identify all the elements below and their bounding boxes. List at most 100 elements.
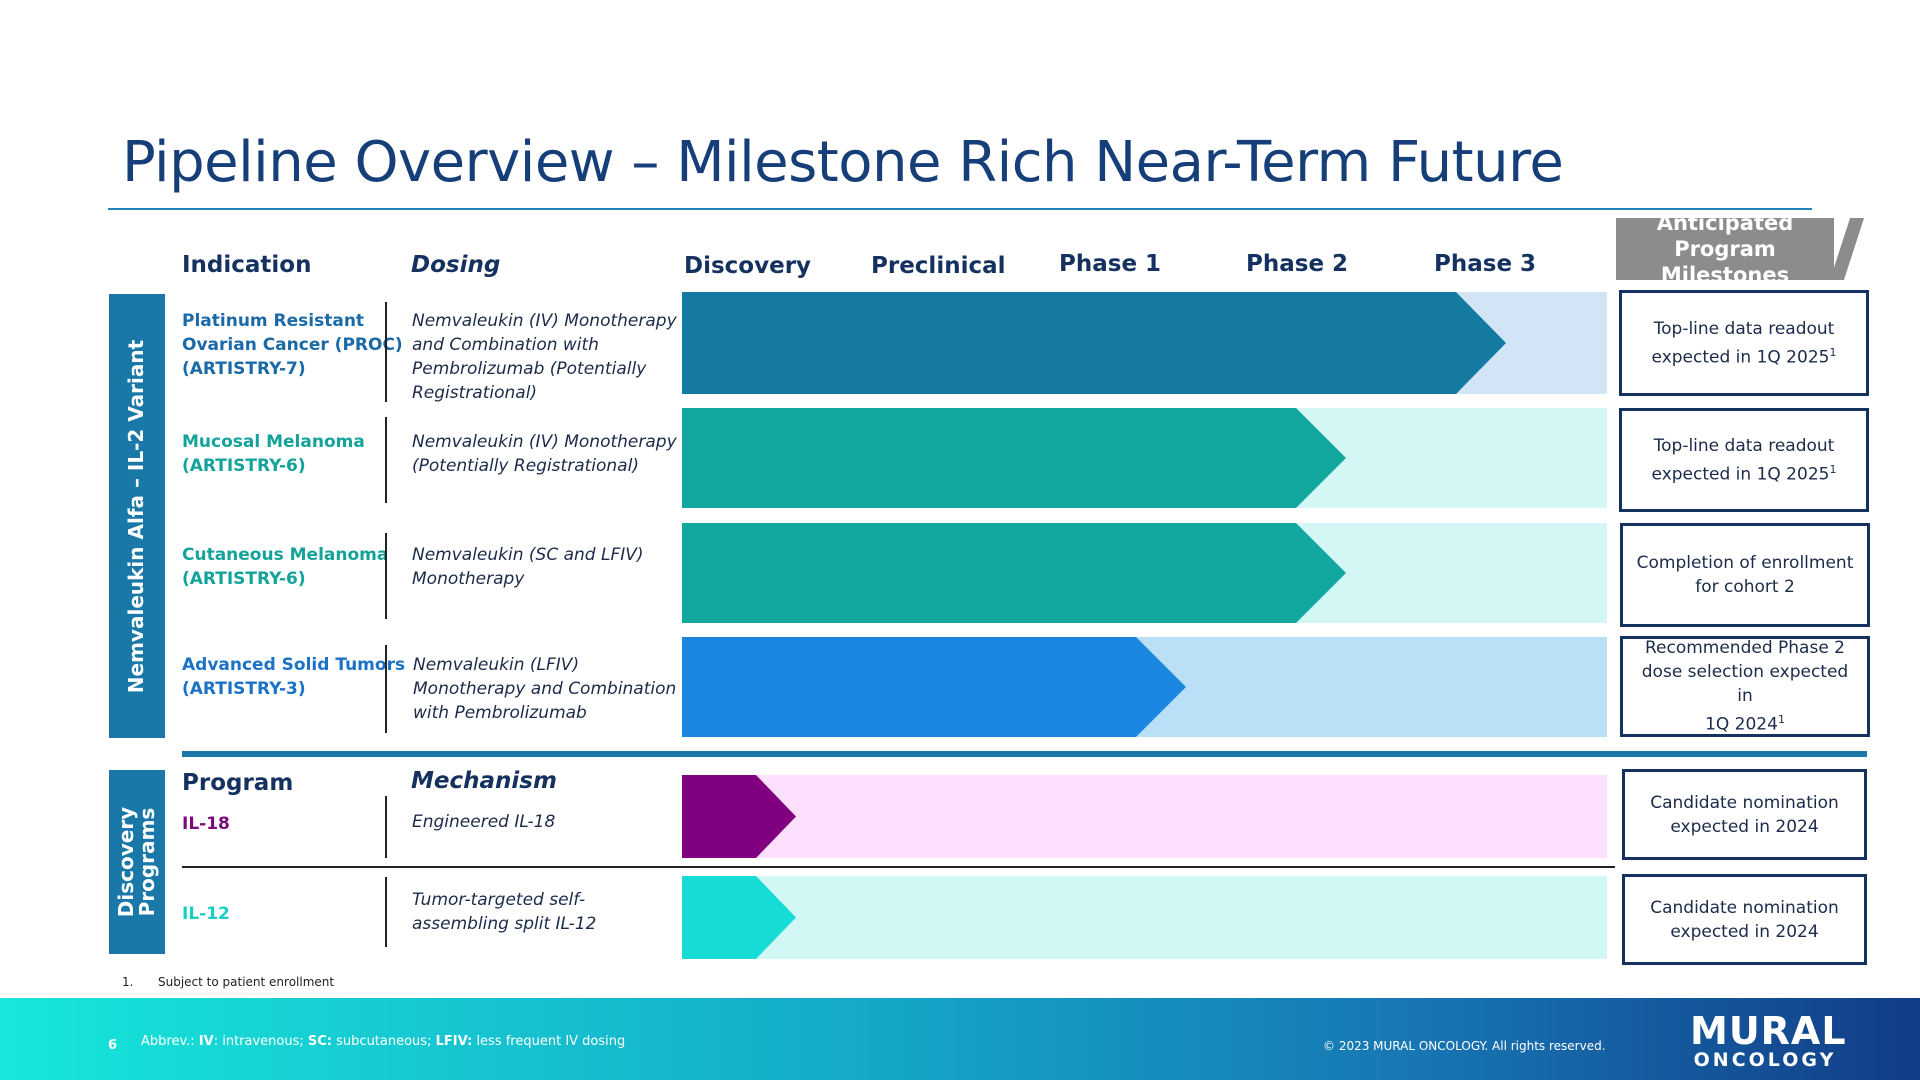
dosing-line: Nemvaleukin (SC and LFIV): [412, 545, 644, 565]
indication-line: Platinum Resistant: [182, 311, 365, 331]
mechanism-line: Tumor-targeted self-: [412, 890, 586, 910]
abbreviations: Abbrev.: IV: intravenous; SC: subcutaneo…: [141, 1034, 625, 1049]
row-4-progress-arrow: [682, 637, 1186, 737]
dosing-mucosal: Nemvaleukin (IV) Monotherapy (Potentiall…: [412, 430, 677, 478]
indication-line: Ovarian Cancer (PROC): [182, 335, 403, 355]
logo-line1: MURAL: [1690, 1009, 1847, 1053]
phase-header-phase2: Phase 2: [1246, 251, 1349, 277]
milestone-line: expected in 1Q 2025: [1651, 347, 1830, 368]
row-divider-line: [385, 533, 387, 619]
phase-header-preclinical: Preclinical: [871, 253, 1006, 279]
footer-band: [0, 998, 1920, 1080]
page-title: Pipeline Overview – Milestone Rich Near-…: [122, 130, 1564, 195]
abbrev-sc-def: subcutaneous;: [336, 1034, 432, 1049]
footnote-marker: 1: [1829, 462, 1837, 476]
mechanism-header: Mechanism: [411, 768, 557, 794]
program-il18: IL-18: [182, 814, 230, 834]
dosing-line: Nemvaleukin (LFIV): [413, 655, 580, 675]
row-divider-line: [385, 417, 387, 503]
indication-proc: Platinum Resistant Ovarian Cancer (PROC)…: [182, 309, 403, 381]
dosing-advanced: Nemvaleukin (LFIV) Monotherapy and Combi…: [413, 653, 676, 725]
indication-line: (ARTISTRY-7): [182, 359, 306, 379]
row-3-progress-arrow: [682, 523, 1346, 623]
abbrev-iv-term: IV: [198, 1034, 214, 1049]
dosing-line: Monotherapy: [412, 569, 525, 589]
dosing-line: (Potentially Registrational): [412, 456, 639, 476]
program-divider: [182, 866, 1615, 868]
abbrev-sc-term: SC:: [307, 1034, 333, 1049]
milestone-line: expected in 2024: [1670, 816, 1819, 837]
abbrev-iv-def: : intravenous;: [213, 1034, 304, 1049]
milestone-box-il12: Candidate nomination expected in 2024: [1622, 874, 1867, 965]
program-2-progress-arrow: [682, 876, 796, 959]
row-2-progress-arrow: [682, 408, 1346, 508]
indication-line: (ARTISTRY-3): [182, 679, 306, 699]
indication-advanced: Advanced Solid Tumors (ARTISTRY-3): [182, 653, 405, 701]
milestone-box-proc: Top-line data readout expected in 1Q 2025…: [1619, 290, 1869, 396]
discovery-side-label: Discovery Programs: [109, 770, 165, 954]
program-1-progress-arrow: [682, 775, 796, 858]
footnote-number: 1.: [122, 975, 134, 989]
milestone-line: expected in 1Q 2025: [1651, 464, 1830, 485]
program-header: Program: [182, 770, 294, 796]
row-divider-line: [385, 302, 387, 402]
section-divider-thick: [182, 751, 1867, 757]
milestone-box-cutaneous: Completion of enrollment for cohort 2: [1620, 523, 1870, 627]
milestone-line: Candidate nomination: [1650, 897, 1839, 918]
dosing-line: Registrational): [412, 383, 538, 403]
abbrev-lfiv-def: less frequent IV dosing: [476, 1034, 626, 1049]
row-divider-line: [385, 645, 387, 733]
mechanism-il18: Engineered IL-18: [412, 810, 555, 834]
footnote-marker: 1: [1829, 345, 1837, 359]
row-1-progress-arrow: [682, 292, 1506, 394]
program-il12: IL-12: [182, 904, 230, 924]
milestone-line: dose selection expected in: [1641, 662, 1849, 707]
abbrev-lfiv-term: LFIV:: [435, 1034, 473, 1049]
milestones-header-line2: Milestones: [1660, 263, 1790, 288]
title-divider: [108, 208, 1812, 210]
milestone-line: Recommended Phase 2: [1644, 638, 1846, 659]
dosing-cutaneous: Nemvaleukin (SC and LFIV) Monotherapy: [412, 543, 644, 591]
milestone-line: Top-line data readout: [1653, 318, 1835, 339]
nemvaleukin-side-label: Nemvaleukin Alfa – IL-2 Variant: [109, 294, 165, 738]
mural-oncology-logo: MURAL ONCOLOGY: [1690, 1009, 1847, 1070]
milestone-line: expected in 2024: [1670, 921, 1819, 942]
indication-mucosal: Mucosal Melanoma (ARTISTRY-6): [182, 430, 365, 478]
program-1-track: [682, 775, 1607, 858]
phase-header-phase3: Phase 3: [1434, 251, 1537, 277]
phase-header-phase1: Phase 1: [1059, 251, 1162, 277]
indication-line: Cutaneous Melanoma: [182, 545, 389, 565]
dosing-proc: Nemvaleukin (IV) Monotherapy and Combina…: [412, 309, 677, 405]
footnote-marker: 1: [1777, 713, 1785, 727]
dosing-line: with Pembrolizumab: [413, 703, 587, 723]
milestone-box-advanced: Recommended Phase 2 dose selection expect…: [1620, 636, 1870, 737]
dosing-line: Monotherapy and Combination: [413, 679, 677, 699]
mechanism-line: Engineered IL-18: [412, 812, 556, 832]
milestone-line: for cohort 2: [1695, 577, 1795, 597]
phase-header-discovery: Discovery: [684, 253, 812, 279]
indication-line: (ARTISTRY-6): [182, 569, 306, 589]
dosing-line: Nemvaleukin (IV) Monotherapy: [412, 432, 677, 452]
indication-header: Indication: [182, 252, 312, 278]
indication-line: Advanced Solid Tumors: [182, 655, 406, 675]
milestone-line: Completion of enrollment: [1636, 553, 1854, 573]
mechanism-il12: Tumor-targeted self- assembling split IL…: [412, 888, 596, 936]
row-divider-line: [385, 877, 387, 947]
indication-cutaneous: Cutaneous Melanoma (ARTISTRY-6): [182, 543, 388, 591]
row-divider-line: [385, 796, 387, 858]
milestone-box-il18: Candidate nomination expected in 2024: [1622, 769, 1867, 860]
milestone-line: Top-line data readout: [1653, 435, 1835, 456]
milestone-box-mucosal: Top-line data readout expected in 1Q 2025…: [1619, 408, 1869, 512]
indication-line: (ARTISTRY-6): [182, 456, 306, 476]
dosing-line: and Combination with: [412, 335, 599, 355]
dosing-line: Pembrolizumab (Potentially: [412, 359, 647, 379]
program-2-track: [682, 876, 1607, 959]
footnote-text: Subject to patient enrollment: [158, 975, 335, 989]
page-number: 6: [108, 1038, 118, 1053]
milestone-line: 1Q 2024: [1705, 714, 1778, 735]
mechanism-line: assembling split IL-12: [412, 914, 597, 934]
milestone-line: Candidate nomination: [1650, 792, 1839, 813]
indication-line: Mucosal Melanoma: [182, 432, 365, 452]
copyright: © 2023 MURAL ONCOLOGY. All rights reserv…: [1323, 1039, 1606, 1053]
